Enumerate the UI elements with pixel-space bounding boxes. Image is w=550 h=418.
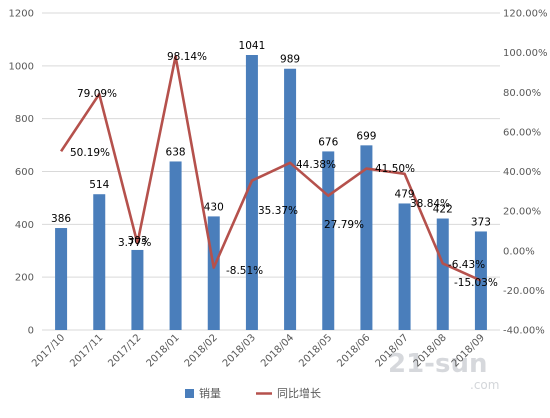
- line-value-label: 41.50%: [375, 163, 415, 175]
- y-left-tick-label: 1200: [9, 9, 34, 20]
- x-tick-label: 2017/11: [68, 332, 105, 369]
- line-value-label: 27.79%: [324, 219, 364, 231]
- watermark-domain: .com: [470, 378, 499, 392]
- line-value-label: -8.51%: [226, 265, 263, 277]
- x-tick-label: 2018/03: [221, 332, 258, 369]
- bar: [93, 194, 106, 330]
- line-value-label: 3.77%: [118, 237, 151, 249]
- y-right-tick-label: 120.00%: [503, 9, 548, 20]
- legend-label-bar: 销量: [199, 386, 221, 400]
- bar-value-label: 638: [166, 146, 186, 158]
- bar: [474, 231, 487, 330]
- y-left-tick-label: 600: [15, 167, 34, 178]
- legend-swatch-bar: [185, 389, 194, 398]
- y-right-tick-label: 0.00%: [503, 246, 535, 257]
- legend-label-line: 同比增长: [277, 386, 321, 400]
- line-value-label: 98.14%: [167, 51, 207, 63]
- bar: [169, 161, 182, 330]
- bar-value-label: 1041: [239, 40, 266, 52]
- bar-value-label: 303: [127, 235, 147, 247]
- bar: [436, 218, 449, 330]
- bar: [398, 203, 411, 330]
- bar-value-label: 386: [51, 213, 71, 225]
- line-value-label: -15.03%: [454, 277, 498, 289]
- bar-value-label: 430: [204, 201, 224, 213]
- bar-value-label: 699: [356, 130, 376, 142]
- y-left-tick-label: 800: [15, 114, 34, 125]
- bar-value-label: 479: [395, 188, 415, 200]
- bar: [55, 228, 68, 330]
- x-tick-label: 2018/01: [145, 332, 182, 369]
- y-left-tick-label: 200: [15, 273, 34, 284]
- y-right-tick-label: -40.00%: [503, 326, 545, 337]
- bar: [284, 68, 297, 330]
- y-right-tick-label: 20.00%: [503, 207, 541, 218]
- bar-value-label: 514: [89, 179, 109, 191]
- bar-value-label: 989: [280, 54, 300, 66]
- y-left-tick-label: 0: [28, 326, 34, 337]
- bar: [207, 216, 220, 330]
- line-value-label: 44.38%: [296, 159, 336, 171]
- x-tick-label: 2018/05: [297, 332, 334, 369]
- x-tick-label: 2018/04: [259, 332, 296, 369]
- line-value-label: 38.84%: [410, 198, 450, 210]
- growth-line: [60, 55, 482, 282]
- line-value-label: 79.09%: [77, 88, 117, 100]
- bar: [360, 145, 373, 330]
- watermark-logo: 21-sun: [388, 349, 487, 379]
- x-tick-label: 2018/02: [183, 332, 220, 369]
- x-tick-label: 2017/12: [106, 332, 143, 369]
- line-value-label: -6.43%: [448, 259, 485, 271]
- y-right-tick-label: 40.00%: [503, 167, 541, 178]
- y-right-tick-label: 100.00%: [503, 48, 548, 59]
- y-left-tick-label: 400: [15, 220, 34, 231]
- bar-value-label: 676: [318, 136, 338, 148]
- y-right-tick-label: -20.00%: [503, 286, 545, 297]
- line-value-label: 35.37%: [258, 205, 298, 217]
- x-tick-label: 2018/06: [335, 332, 372, 369]
- bar: [131, 249, 144, 330]
- bar-value-label: 422: [433, 204, 453, 216]
- bar: [245, 55, 258, 330]
- y-right-tick-label: 80.00%: [503, 88, 541, 99]
- y-right-tick-label: 60.00%: [503, 127, 541, 138]
- bar: [322, 151, 335, 330]
- y-left-tick-label: 1000: [9, 61, 34, 72]
- x-tick-label: 2017/10: [30, 332, 67, 369]
- bar-value-label: 373: [471, 216, 491, 228]
- line-value-label: 50.19%: [70, 147, 110, 159]
